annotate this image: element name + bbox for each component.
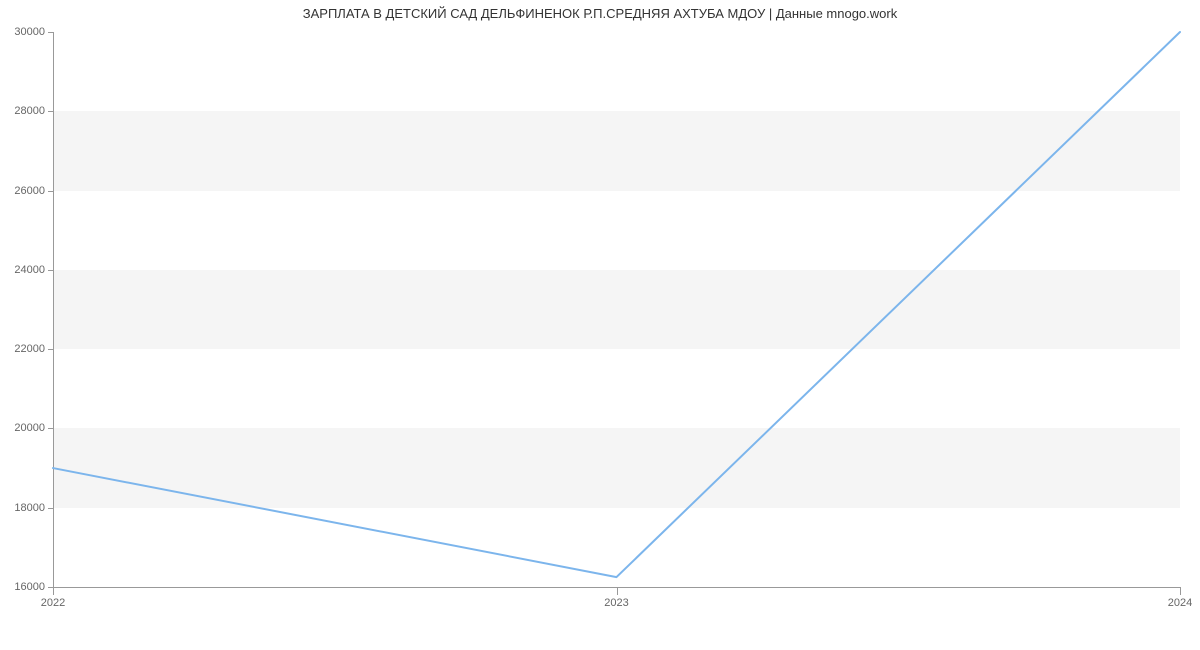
x-tick-label: 2022 [41,587,65,609]
y-tick-label: 22000 [14,343,53,355]
series-line-salary [53,32,1180,577]
y-tick-label: 30000 [14,26,53,38]
x-tick-label: 2023 [604,587,628,609]
series-layer [53,32,1180,587]
x-tick-label: 2024 [1168,587,1192,609]
y-tick-label: 26000 [14,185,53,197]
y-tick-label: 20000 [14,422,53,434]
salary-line-chart: ЗАРПЛАТА В ДЕТСКИЙ САД ДЕЛЬФИНЕНОК Р.П.С… [0,0,1200,650]
y-tick-label: 24000 [14,264,53,276]
chart-title: ЗАРПЛАТА В ДЕТСКИЙ САД ДЕЛЬФИНЕНОК Р.П.С… [0,6,1200,21]
y-tick-label: 28000 [14,105,53,117]
y-tick-label: 18000 [14,502,53,514]
plot-area: 1600018000200002200024000260002800030000… [53,32,1180,587]
